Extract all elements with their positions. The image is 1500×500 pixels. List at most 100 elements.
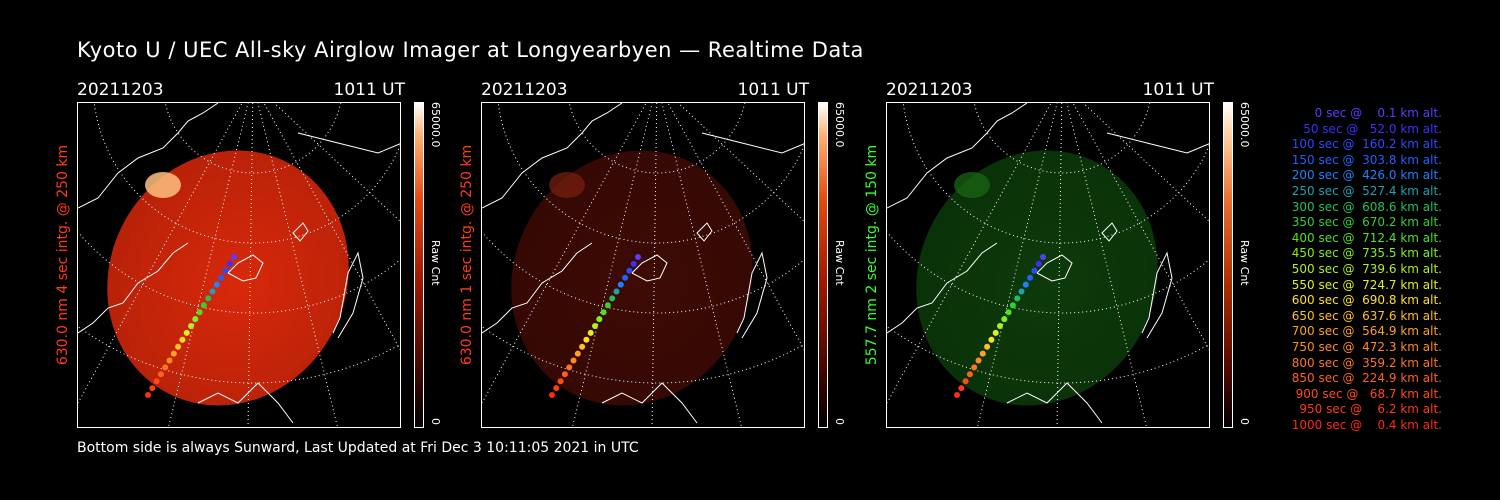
trajectory-point [984, 343, 991, 350]
legend-entry: 650 sec @ 637.6 km alt. [1287, 308, 1442, 323]
trajectory-point [145, 392, 151, 398]
trajectory-point [170, 350, 177, 357]
trajectory-point [975, 357, 982, 364]
coastline [482, 103, 623, 209]
trajectory-point [583, 336, 590, 343]
legend-entry: 1000 sec @ 0.4 km alt. [1291, 417, 1442, 432]
coastline [736, 251, 768, 339]
panel-time: 1011 UT [333, 80, 406, 100]
trajectory-point [188, 323, 194, 329]
legend-entry: 800 sec @ 359.2 km alt. [1287, 355, 1442, 370]
trajectory-point [592, 323, 598, 329]
trajectory-point [549, 392, 555, 398]
coastline [78, 242, 189, 334]
coastline [887, 103, 1028, 209]
trajectory-point [1001, 316, 1008, 323]
image-panel-2: 20211203 1011 UT 630.0 nm 1 sec intg. @ … [459, 80, 881, 430]
legend-entry: 550 sec @ 724.7 km alt. [1287, 277, 1442, 292]
trajectory-point [630, 260, 637, 267]
panel-date: 20211203 [77, 80, 164, 100]
coastline [197, 382, 294, 424]
page-title: Kyoto U / UEC All-sky Airglow Imager at … [77, 38, 864, 62]
coastline [1106, 132, 1209, 154]
allsky-disk [107, 150, 349, 406]
legend-entry: 600 sec @ 690.8 km alt. [1287, 293, 1442, 308]
legend-entry: 250 sec @ 527.4 km alt. [1287, 183, 1442, 198]
meridian-line [1066, 103, 1148, 427]
trajectory-point [226, 260, 233, 267]
trajectory-point [553, 385, 560, 392]
trajectory-point [213, 281, 220, 288]
panel-time: 1011 UT [1142, 80, 1215, 100]
trajectory-point [613, 288, 620, 295]
panel-date: 20211203 [481, 80, 568, 100]
trajectory-point [570, 357, 577, 364]
aurora-patch [145, 172, 181, 198]
coastline [1101, 222, 1118, 242]
trajectory-point [149, 385, 156, 392]
allsky-disk [916, 150, 1158, 406]
colorbar [1223, 102, 1233, 428]
colorbar-min: 0 [833, 418, 846, 425]
meridian-line [667, 103, 804, 351]
coastline [631, 254, 668, 282]
trajectory-point [183, 329, 190, 336]
legend-entry: 700 sec @ 564.9 km alt. [1287, 324, 1442, 339]
image-panel-1: 20211203 1011 UT 630.0 nm 4 sec intg. @ … [55, 80, 477, 430]
legend-entry: 150 sec @ 303.8 km alt. [1287, 152, 1442, 167]
trajectory-point [231, 254, 237, 260]
trajectory-point [196, 309, 203, 316]
panel-label: 630.0 nm 1 sec intg. @ 250 km [459, 144, 475, 366]
allsky-image [886, 102, 1210, 428]
colorbar-max: 65000.0 [1238, 102, 1251, 148]
trajectory-point [992, 329, 999, 336]
legend-entry: 850 sec @ 224.9 km alt. [1287, 371, 1442, 386]
trajectory-point [971, 364, 978, 371]
coastline [696, 222, 713, 242]
coastline [297, 132, 400, 154]
allsky-disk [511, 150, 753, 406]
trajectory-point [1040, 254, 1046, 260]
trajectory-legend: 0 sec @ 0.1 km alt. 50 sec @ 52.0 km alt… [1262, 106, 1442, 433]
meridian-line [167, 103, 249, 427]
trajectory-point [557, 378, 564, 385]
coastline [1006, 382, 1103, 424]
trajectory-point [1018, 288, 1025, 295]
trajectory-point [200, 302, 207, 309]
coastline [1141, 251, 1173, 339]
trajectory-point [153, 378, 160, 385]
trajectory-point [175, 343, 182, 350]
colorbar-unit: Raw Cnt [429, 240, 442, 286]
trajectory-point [954, 392, 960, 398]
trajectory-point [622, 274, 629, 281]
meridian-line [887, 103, 1052, 404]
colorbar [818, 102, 828, 428]
coastline [887, 242, 998, 334]
trajectory-point [1005, 309, 1012, 316]
meridian-line [1056, 103, 1063, 427]
trajectory-point [192, 316, 199, 323]
trajectory-point [962, 378, 969, 385]
colorbar [414, 102, 424, 428]
legend-entry: 100 sec @ 160.2 km alt. [1287, 137, 1442, 152]
trajectory-point [579, 343, 586, 350]
trajectory-point [997, 323, 1003, 329]
meridian-line [247, 103, 254, 427]
coastline [332, 251, 364, 339]
trajectory-point [209, 288, 216, 295]
trajectory-point [566, 364, 573, 371]
trajectory-point [958, 385, 965, 392]
trajectory-point [609, 295, 616, 302]
legend-entry: 950 sec @ 6.2 km alt. [1295, 402, 1442, 417]
colorbar-max: 65000.0 [429, 102, 442, 148]
trajectory-point [179, 336, 186, 343]
allsky-image [481, 102, 805, 428]
trajectory-point [1027, 274, 1034, 281]
trajectory-point [587, 329, 594, 336]
meridian-line [263, 103, 400, 351]
coastline [701, 132, 804, 154]
trajectory-point [635, 254, 641, 260]
trajectory-point [988, 336, 995, 343]
coastline [292, 222, 309, 242]
colorbar-unit: Raw Cnt [1238, 240, 1251, 286]
